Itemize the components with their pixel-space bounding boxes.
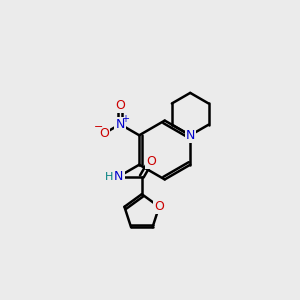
Text: H: H [105,172,114,182]
Text: N: N [185,129,195,142]
Text: O: O [146,154,156,167]
Text: O: O [115,100,125,112]
Text: O: O [99,127,109,140]
Text: O: O [154,200,164,213]
Text: N: N [116,118,125,131]
Text: N: N [114,170,124,183]
Text: +: + [121,114,129,124]
Text: −: − [94,122,103,133]
